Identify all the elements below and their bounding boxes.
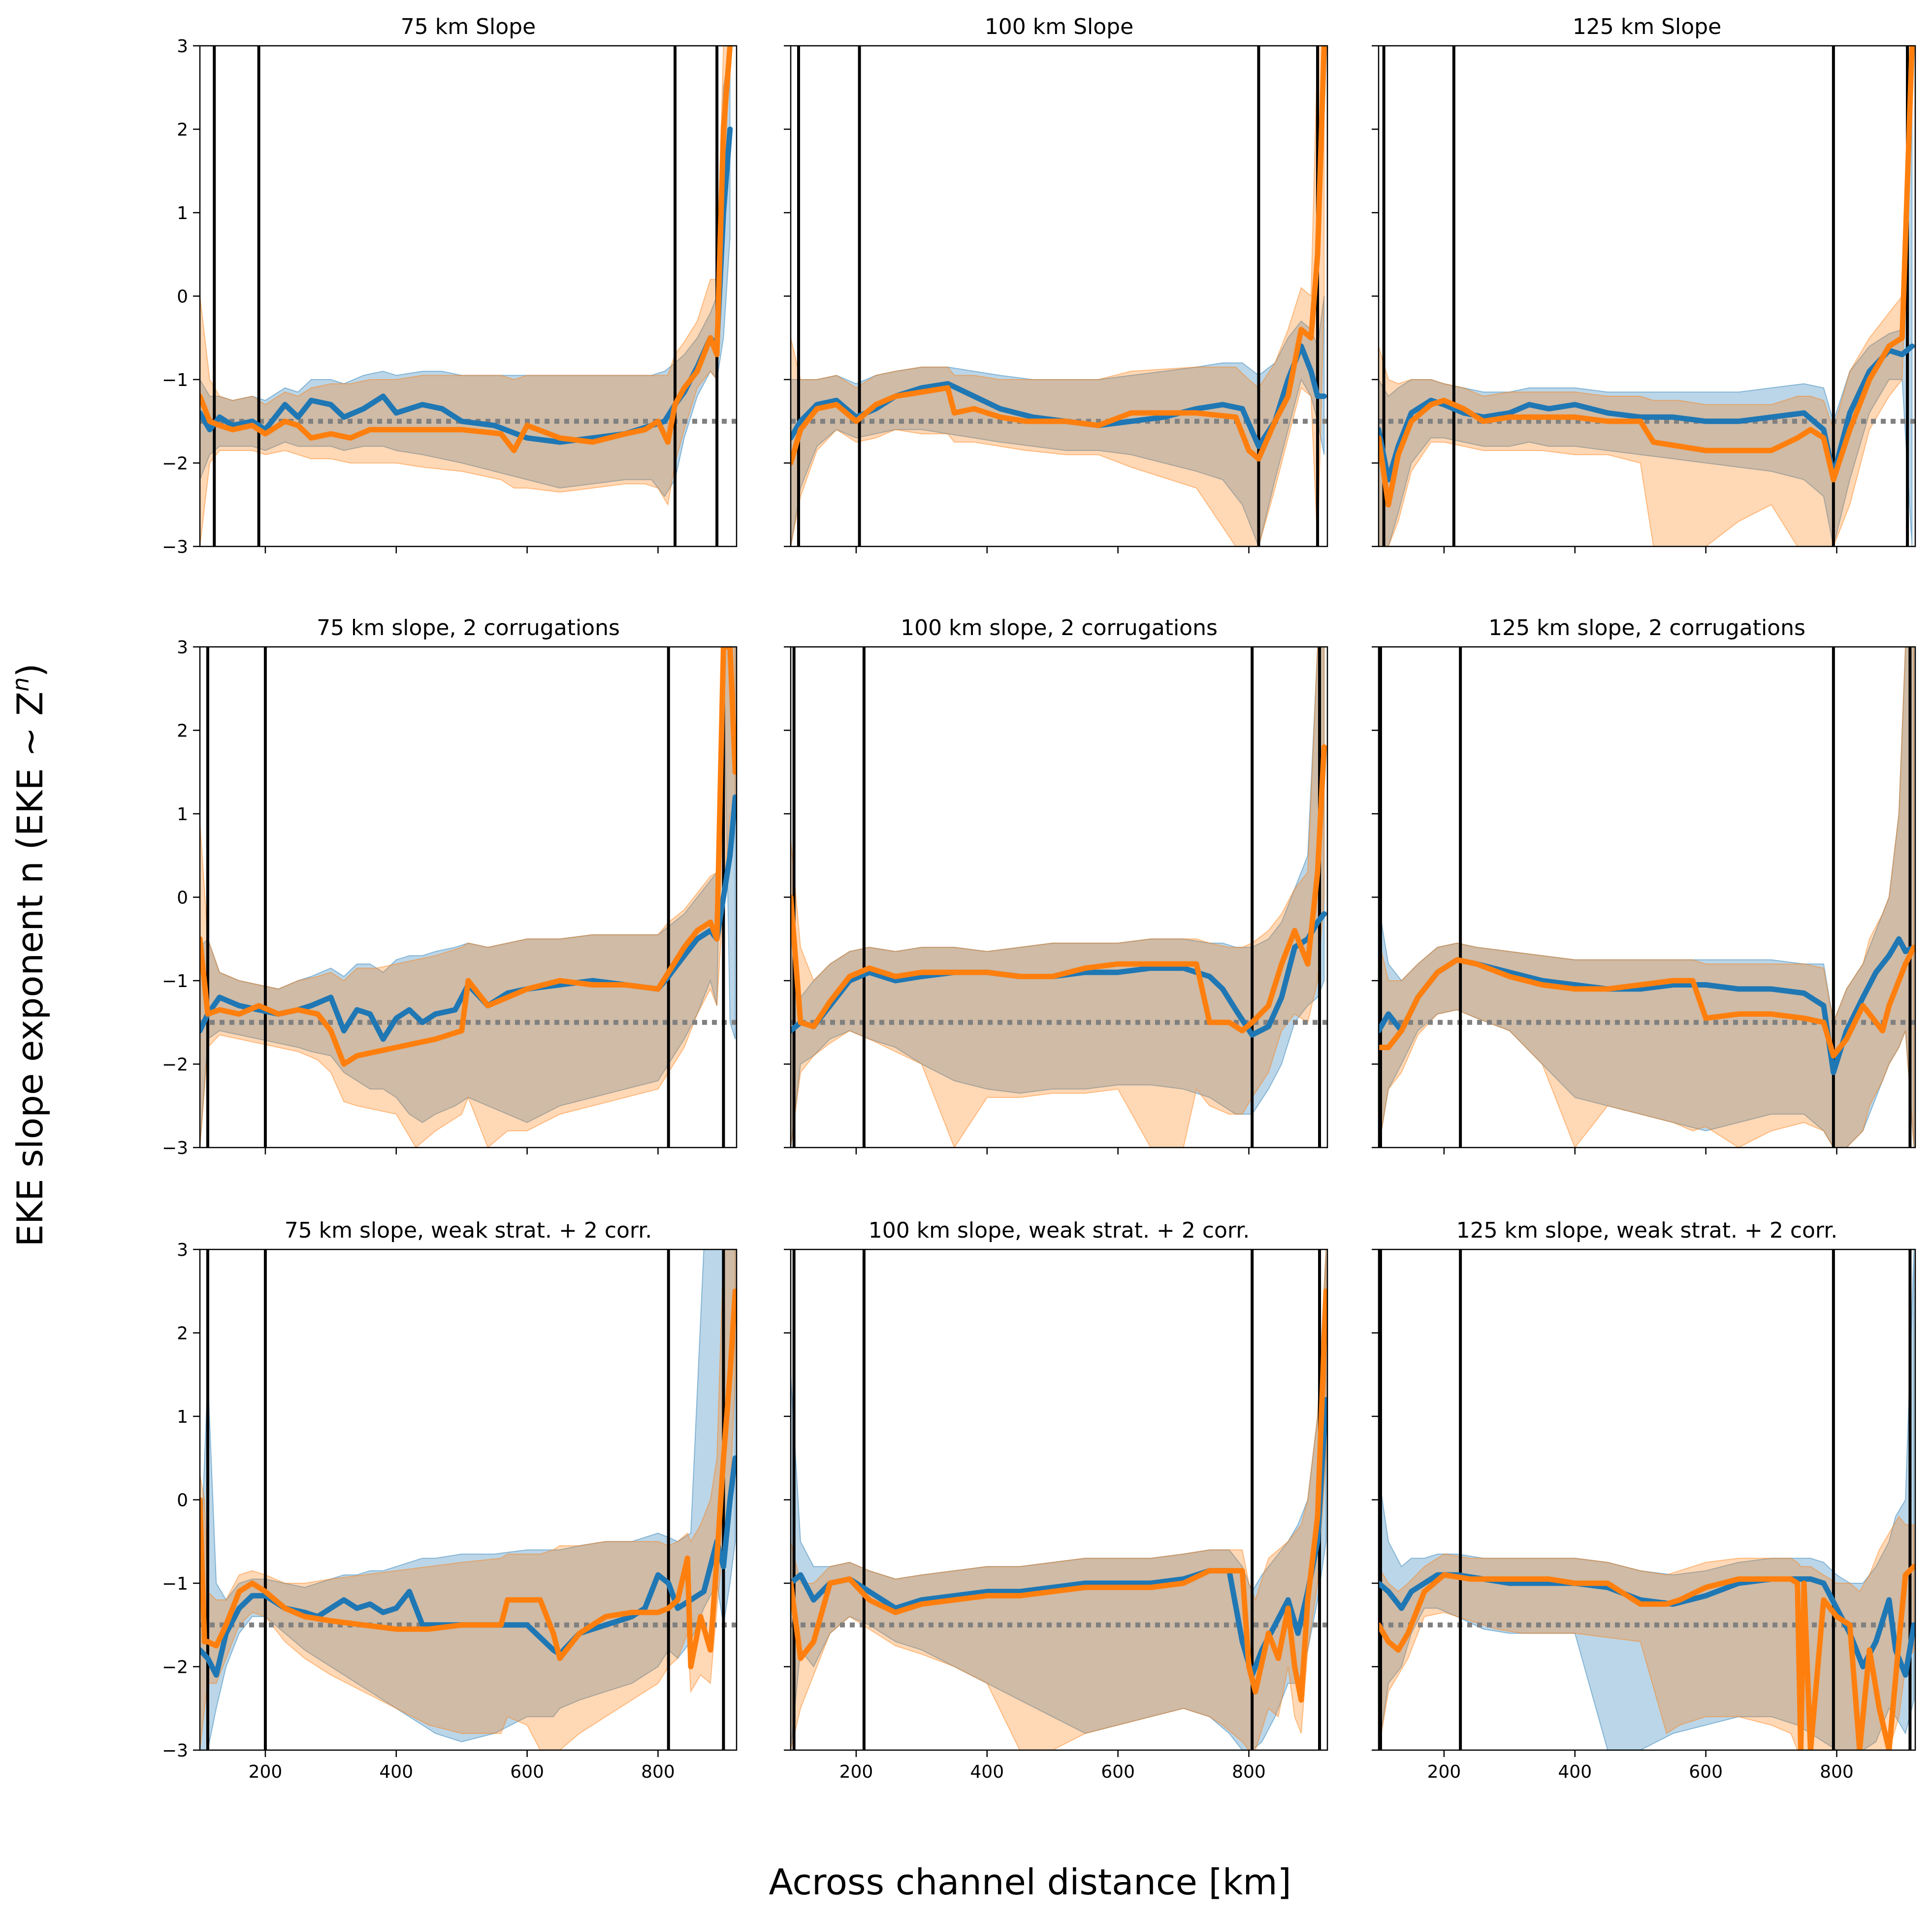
- series-band: [1379, 1249, 1915, 1750]
- y-tick-label: 1: [177, 203, 188, 224]
- x-tick-label: 200: [839, 1762, 873, 1782]
- x-tick-label: 800: [1820, 1762, 1854, 1782]
- panel-title: 100 km Slope: [985, 14, 1133, 39]
- chart-panel: 100 km slope, 2 corrugations: [784, 615, 1328, 1154]
- y-tick-label: −2: [162, 454, 188, 474]
- panel-title: 75 km Slope: [401, 14, 536, 39]
- y-tick-label: −3: [162, 1741, 188, 1761]
- y-tick-label: 0: [177, 888, 188, 908]
- panel-title: 125 km slope, weak strat. + 2 corr.: [1456, 1218, 1838, 1243]
- series-line: [791, 46, 1327, 466]
- plot-area: [1379, 46, 1915, 546]
- x-tick-label: 600: [1101, 1762, 1135, 1782]
- series-band: [791, 647, 1325, 1148]
- series-band: [1379, 46, 1913, 546]
- y-tick-label: 3: [177, 638, 188, 658]
- plot-area: [200, 46, 737, 546]
- y-tick-label: 0: [177, 1491, 188, 1511]
- series-line: [1379, 46, 1915, 508]
- y-tick-label: 3: [177, 1240, 188, 1260]
- y-tick-label: 2: [177, 721, 188, 741]
- chart-panel: 100 km Slope: [784, 14, 1328, 553]
- panel-grid: 75 km Slope −3 −2 −1 0 1 2 3 100 km Slope 125 km …: [162, 14, 1916, 1782]
- series-band: [1379, 647, 1915, 1148]
- series-band: [791, 1249, 1327, 1750]
- y-tick-label: 1: [177, 1407, 188, 1427]
- x-tick-label: 400: [379, 1762, 413, 1782]
- series-band: [1379, 647, 1915, 1148]
- series-line: [200, 46, 733, 453]
- x-tick-label: 400: [1558, 1762, 1592, 1782]
- y-tick-label: 0: [177, 287, 188, 307]
- panel-title: 100 km slope, 2 corrugations: [901, 615, 1218, 640]
- chart-panel: 125 km Slope: [1372, 14, 1916, 553]
- x-tick-label: 800: [641, 1762, 675, 1782]
- y-axis-label: EKE slope exponent n (EKE ~ Zn): [7, 663, 51, 1246]
- panel-title: 125 km slope, 2 corrugations: [1488, 615, 1805, 640]
- panel-title: 100 km slope, weak strat. + 2 corr.: [869, 1218, 1250, 1243]
- series-line: [1379, 1564, 1915, 1750]
- x-tick-label: 200: [1427, 1762, 1461, 1782]
- y-tick-label: −3: [162, 1138, 188, 1158]
- y-tick-label: −1: [162, 1574, 188, 1594]
- series-line: [791, 911, 1327, 1038]
- y-tick-label: 2: [177, 120, 188, 140]
- y-tick-label: −2: [162, 1055, 188, 1075]
- series-band: [200, 46, 731, 546]
- series-band: [791, 647, 1325, 1148]
- panel-title: 125 km Slope: [1573, 14, 1721, 39]
- plot-area: [791, 1249, 1327, 1750]
- y-axis-label-close: ): [9, 663, 51, 677]
- chart-panel: 75 km slope, 2 corrugations −3 −2 −1 0 1 2 3: [162, 615, 738, 1158]
- chart-panel: 125 km slope, weak strat. + 2 corr. 200 40…: [1372, 1218, 1916, 1782]
- x-tick-label: 400: [970, 1762, 1004, 1782]
- plot-area: [791, 46, 1327, 546]
- plot-area: [200, 1249, 737, 1750]
- panel-title: 75 km slope, 2 corrugations: [317, 615, 620, 640]
- chart-panel: 75 km Slope −3 −2 −1 0 1 2 3: [162, 14, 738, 557]
- series-band: [1379, 1515, 1915, 1750]
- y-tick-label: −1: [162, 971, 188, 991]
- series-band: [200, 1249, 736, 1750]
- plot-area: [1379, 1249, 1915, 1750]
- x-axis-label: Across channel distance [km]: [769, 1861, 1291, 1903]
- y-tick-label: 3: [177, 36, 188, 57]
- y-tick-label: −2: [162, 1658, 188, 1678]
- series-line: [1379, 944, 1915, 1059]
- series-band: [200, 647, 736, 1148]
- series-band: [200, 647, 736, 1148]
- plot-area: [1379, 647, 1915, 1148]
- series-line: [791, 744, 1327, 1034]
- y-tick-label: −3: [162, 537, 188, 557]
- x-tick-label: 800: [1232, 1762, 1266, 1782]
- series-line: [200, 1455, 737, 1678]
- series-band: [791, 1249, 1327, 1750]
- plot-area: [200, 647, 737, 1148]
- x-tick-label: 600: [1689, 1762, 1723, 1782]
- series-band: [791, 46, 1325, 546]
- series-band: [200, 46, 731, 498]
- y-tick-label: −1: [162, 370, 188, 390]
- chart-panel: 75 km slope, weak strat. + 2 corr. −3 −2 −1…: [162, 1218, 738, 1782]
- series-line: [791, 1288, 1327, 1703]
- chart-panel: 125 km slope, 2 corrugations: [1372, 615, 1916, 1154]
- x-tick-label: 200: [249, 1762, 283, 1782]
- y-tick-label: 1: [177, 804, 188, 825]
- series-line: [200, 1288, 737, 1669]
- x-tick-label: 600: [510, 1762, 544, 1782]
- chart-panel: 100 km slope, weak strat. + 2 corr. 200 40…: [784, 1218, 1328, 1782]
- plot-area: [791, 647, 1327, 1148]
- series-line: [200, 647, 737, 1067]
- y-axis-label-superscript: n: [7, 677, 34, 692]
- panel-title: 75 km slope, weak strat. + 2 corr.: [285, 1218, 652, 1243]
- y-tick-label: 2: [177, 1324, 188, 1344]
- y-axis-label-main: EKE slope exponent n (EKE ~ Z: [9, 692, 51, 1247]
